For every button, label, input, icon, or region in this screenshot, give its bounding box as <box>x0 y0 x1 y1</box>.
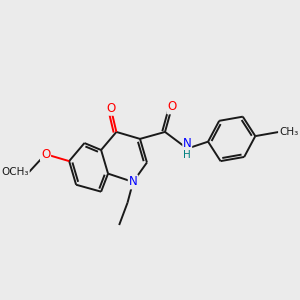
Text: N: N <box>183 137 192 150</box>
Text: OCH₃: OCH₃ <box>2 167 29 177</box>
Text: H: H <box>183 150 191 160</box>
Text: N: N <box>129 176 137 188</box>
Text: CH₃: CH₃ <box>279 127 298 137</box>
Text: O: O <box>167 100 177 113</box>
Text: O: O <box>41 148 50 161</box>
Text: O: O <box>106 102 116 115</box>
